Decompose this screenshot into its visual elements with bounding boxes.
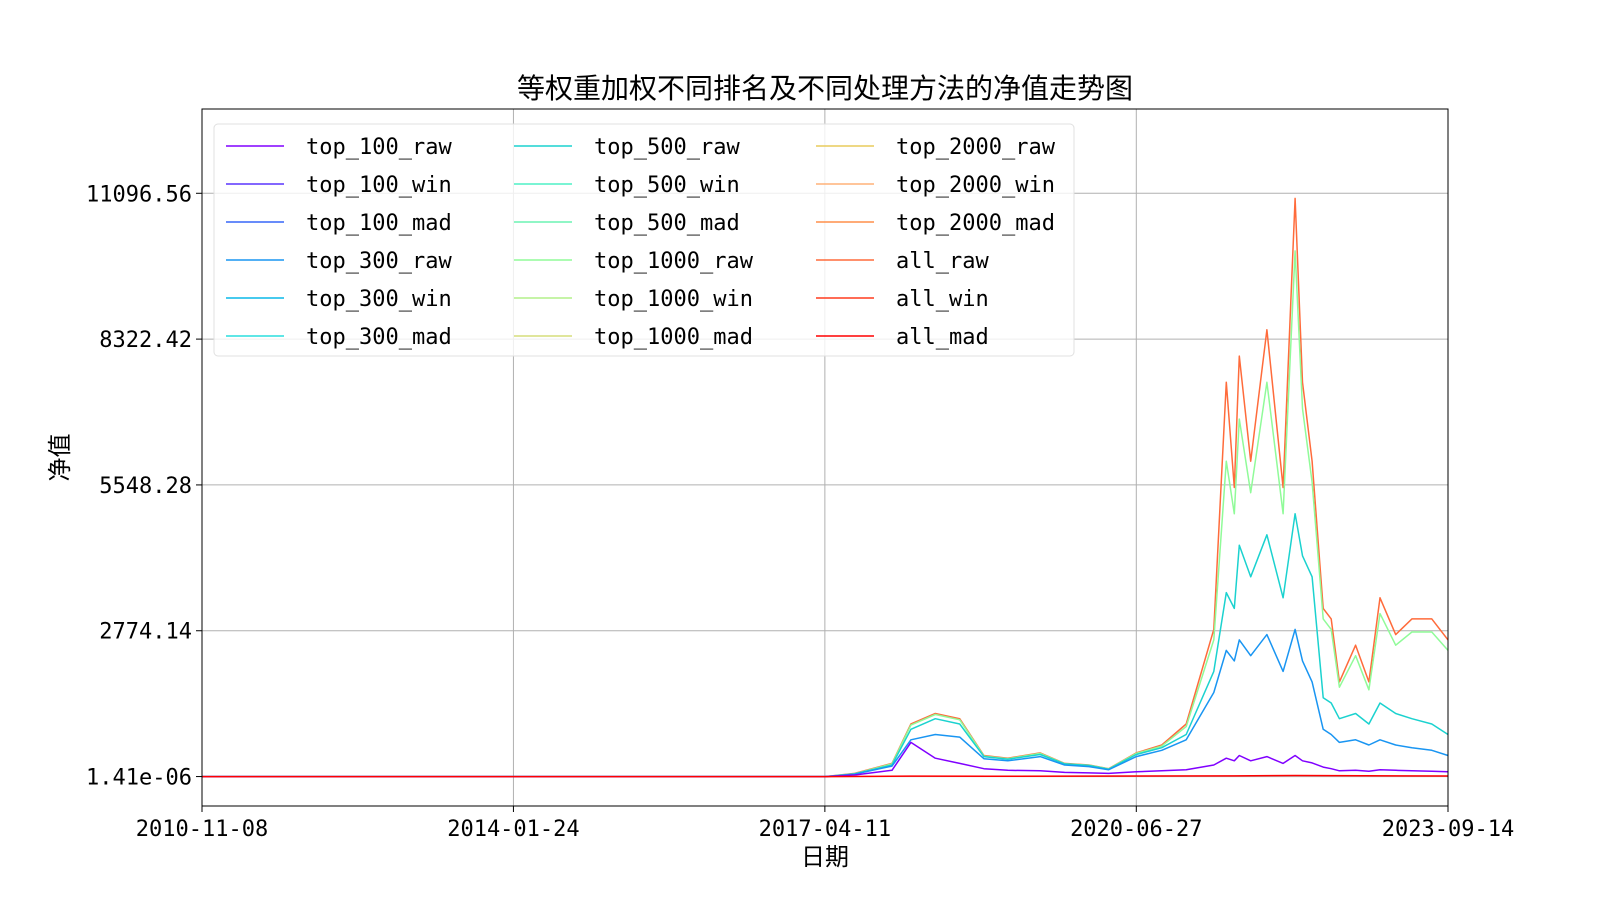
- legend-label: top_2000_mad: [896, 211, 1055, 236]
- legend-label: all_raw: [896, 249, 989, 274]
- y-tick-label: 2774.14: [99, 620, 192, 645]
- legend-label: top_500_win: [594, 173, 740, 198]
- legend-label: top_300_raw: [306, 249, 452, 274]
- series-line-all_raw: [202, 197, 1449, 778]
- y-axis-label: 净值: [46, 434, 74, 482]
- legend-label: top_1000_win: [594, 287, 753, 312]
- y-tick-label: 5548.28: [99, 474, 192, 499]
- y-axis: 1.41e-06 2774.14 5548.28 8322.42 11096.56: [86, 182, 202, 791]
- legend-label: top_1000_raw: [594, 249, 754, 274]
- legend-label: all_win: [896, 287, 989, 312]
- series-line-top_100_raw: [202, 741, 1449, 778]
- legend-label: top_300_win: [306, 287, 452, 312]
- x-axis: 2010-11-08 2014-01-24 2017-04-11 2020-06-27…: [136, 806, 1514, 842]
- series-line-top_1000_raw: [202, 250, 1449, 778]
- legend-label: top_500_mad: [594, 211, 740, 236]
- legend-label: all_mad: [896, 325, 989, 350]
- x-tick-label: 2014-01-24: [447, 817, 579, 842]
- legend-label: top_100_win: [306, 173, 452, 198]
- y-tick-label: 8322.42: [99, 328, 192, 353]
- legend-label: top_1000_mad: [594, 325, 753, 350]
- x-axis-label: 日期: [801, 843, 849, 871]
- series-line-top_300_raw: [202, 628, 1449, 778]
- y-tick-label: 11096.56: [86, 182, 192, 207]
- x-tick-label: 2020-06-27: [1070, 817, 1202, 842]
- x-tick-label: 2023-09-14: [1382, 817, 1514, 842]
- legend: top_100_raw top_100_win top_100_mad top_300…: [213, 123, 1075, 357]
- series-line-all_mad: [202, 774, 1449, 778]
- series-line-top_500_raw: [202, 512, 1449, 778]
- legend-label: top_2000_win: [896, 173, 1055, 198]
- legend-label: top_2000_raw: [896, 135, 1056, 160]
- legend-label: top_100_raw: [306, 135, 452, 160]
- x-tick-label: 2017-04-11: [759, 817, 891, 842]
- chart-title: 等权重加权不同排名及不同处理方法的净值走势图: [517, 72, 1133, 105]
- legend-label: top_500_raw: [594, 135, 740, 160]
- series-lines: [202, 197, 1449, 778]
- legend-label: top_100_mad: [306, 211, 452, 236]
- y-tick-label: 1.41e-06: [86, 766, 192, 791]
- x-tick-label: 2010-11-08: [136, 817, 268, 842]
- legend-label: top_300_mad: [306, 325, 452, 350]
